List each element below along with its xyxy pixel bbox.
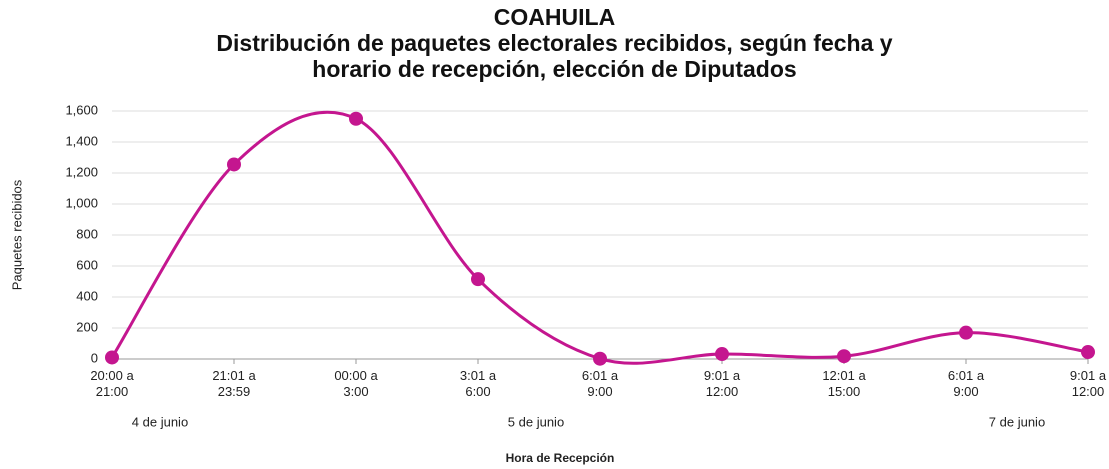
y-tick-label: 1,200 (65, 164, 98, 179)
marker (837, 349, 851, 364)
y-tick-label: 1,600 (65, 102, 98, 117)
y-tick-label: 1,400 (65, 133, 98, 148)
y-tick-label: 600 (76, 257, 98, 272)
x-tick-label: 9:01 a 12:00 (704, 368, 741, 399)
y-axis-label: Paquetes recibidos (9, 179, 24, 290)
line (110, 110, 1089, 365)
x-tick-label: 20:00 a 21:00 (90, 368, 134, 399)
chart-subtitle: Distribución de paquetes electorales rec… (216, 30, 893, 82)
chart-title: COAHUILA (493, 4, 616, 30)
x-tick-label: 6:01 a 9:00 (948, 368, 985, 399)
y-tick-label: 400 (76, 288, 98, 303)
marker (715, 347, 729, 362)
marker (593, 351, 607, 366)
y-tick-label: 200 (76, 319, 98, 334)
marker (471, 272, 485, 287)
x-axis-label: Hora de Recepción (506, 451, 615, 465)
marker (227, 157, 241, 172)
marker (349, 111, 363, 126)
x-tick-label: 12:01 a 15:00 (822, 368, 866, 399)
date-label: 5 de junio (508, 414, 564, 429)
x-tick-label: 21:01 a 23:59 (212, 368, 256, 399)
marker (1081, 345, 1095, 360)
title-block: COAHUILA Distribución de paquetes electo… (0, 4, 1109, 82)
date-label: 4 de junio (132, 414, 188, 429)
y-tick-label: 800 (76, 226, 98, 241)
x-tick-label: 00:00 a 3:00 (334, 368, 378, 399)
marker (105, 350, 119, 365)
x-tick-label: 3:01 a 6:00 (460, 368, 497, 399)
marker (959, 325, 973, 340)
x-tick-label: 6:01 a 9:00 (582, 368, 619, 399)
y-tick-label: 0 (91, 350, 98, 365)
x-tick-label: 9:01 a 12:00 (1070, 368, 1107, 399)
date-label: 7 de junio (989, 414, 1045, 429)
y-tick-label: 1,000 (65, 195, 98, 210)
